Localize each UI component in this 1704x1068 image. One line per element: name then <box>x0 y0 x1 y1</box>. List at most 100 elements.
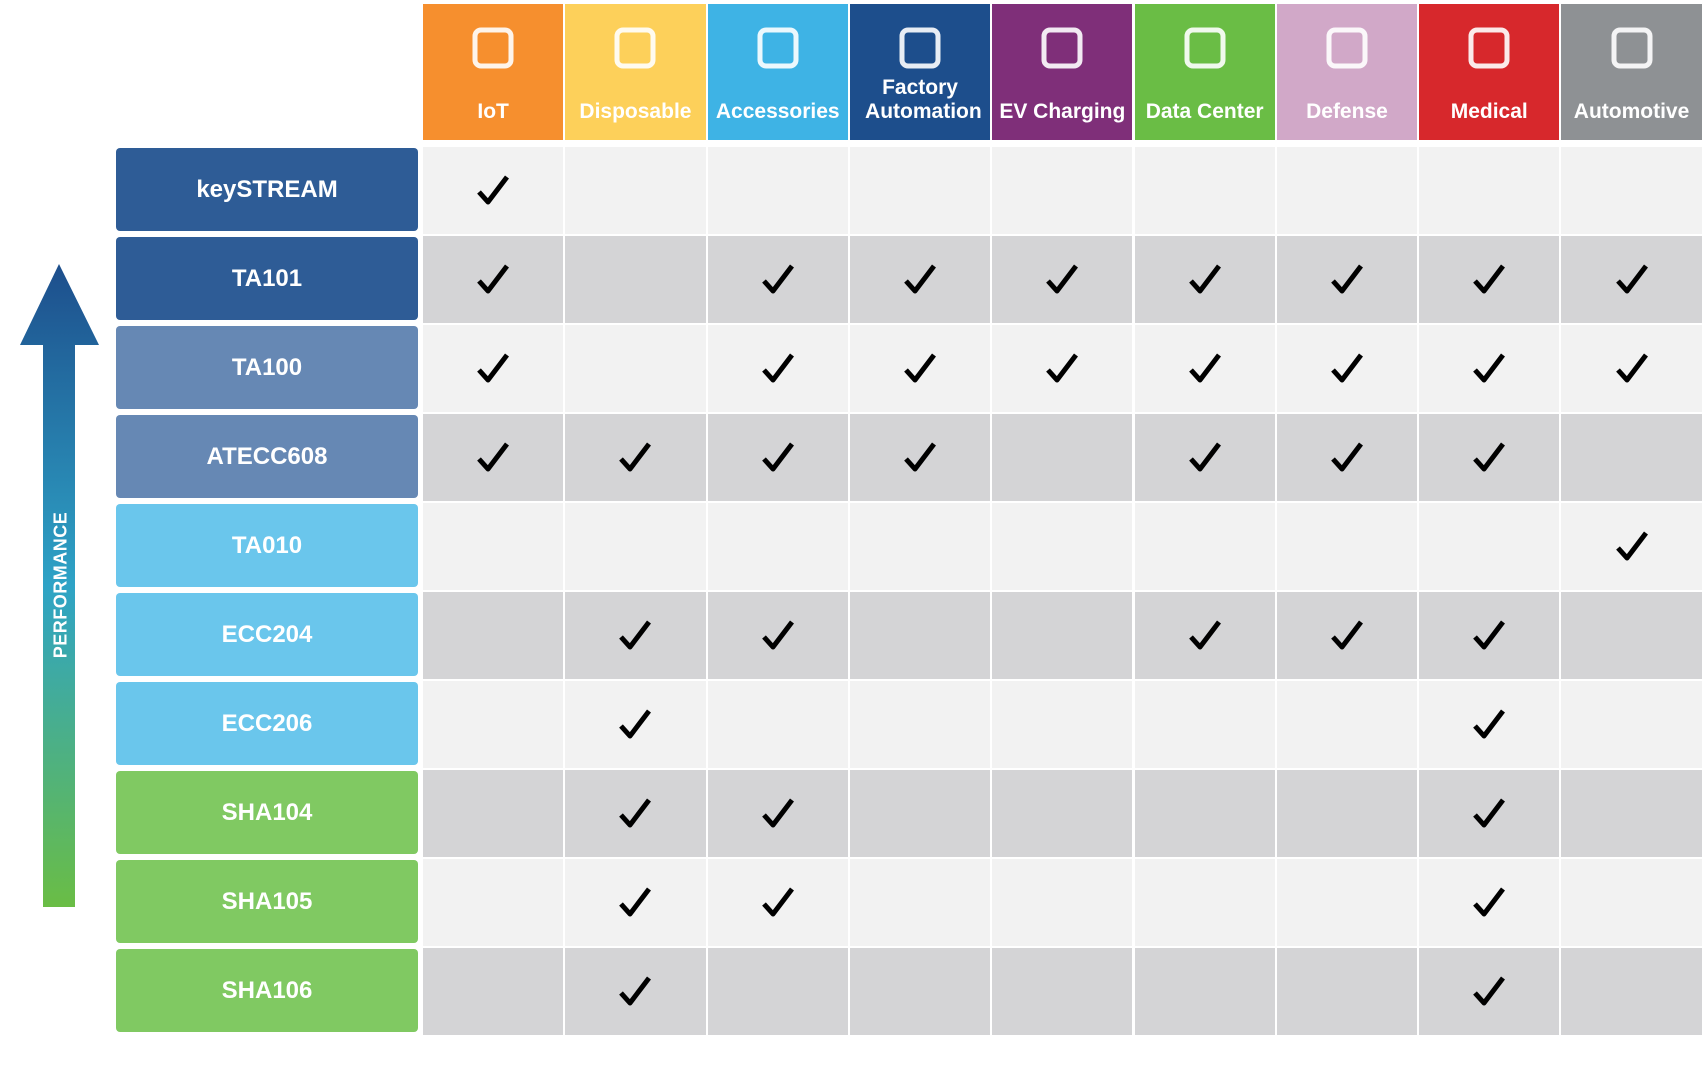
column-label: Defense <box>1306 100 1388 123</box>
column-label: Disposable <box>579 100 692 123</box>
matrix-cell <box>992 770 1133 857</box>
check-mark <box>1615 263 1648 293</box>
check-mark <box>619 797 652 827</box>
column-label: Data Center <box>1145 100 1264 123</box>
column-label: Automotive <box>1573 100 1690 123</box>
matrix-cell <box>707 770 848 857</box>
check-mark <box>1473 886 1506 916</box>
matrix-cell <box>849 770 991 857</box>
matrix-cell <box>565 147 706 234</box>
matrix-cell <box>992 414 1133 501</box>
column-label: Accessories <box>715 100 840 123</box>
matrix-cell <box>423 414 564 501</box>
check-mark <box>1473 352 1506 382</box>
check-mark <box>761 352 794 382</box>
matrix-cell <box>565 681 706 768</box>
matrix-cell <box>1561 147 1702 234</box>
matrix-cell <box>565 770 706 857</box>
check-mark <box>1473 708 1506 738</box>
check-mark <box>761 797 794 827</box>
check-mark <box>1188 263 1221 293</box>
check-mark <box>1331 263 1363 293</box>
matrix-cell <box>565 859 706 946</box>
matrix-cell <box>849 503 991 590</box>
check-mark <box>1331 619 1363 649</box>
matrix-cell <box>992 503 1133 590</box>
row-label: SHA106 <box>116 949 418 1032</box>
matrix-cell <box>1561 414 1702 501</box>
matrix-cell <box>1276 859 1418 946</box>
column-icon <box>1468 27 1510 69</box>
row-label: ECC204 <box>116 593 418 676</box>
matrix-cell <box>992 859 1133 946</box>
matrix-cell <box>565 592 706 679</box>
matrix-cell <box>1419 948 1560 1035</box>
matrix-cell <box>992 681 1133 768</box>
check-mark <box>1615 530 1648 560</box>
row-label: TA100 <box>116 326 418 409</box>
matrix-cell <box>1561 592 1702 679</box>
matrix-cell <box>992 325 1133 412</box>
check-mark <box>1331 352 1363 382</box>
matrix-cell <box>992 948 1133 1035</box>
check-mark <box>1188 441 1221 471</box>
column-header: Automotive <box>1561 4 1702 140</box>
matrix-cell <box>707 592 848 679</box>
row-label: keySTREAM <box>116 148 418 231</box>
matrix-cell <box>1419 859 1560 946</box>
matrix-cell <box>565 414 706 501</box>
matrix-cell <box>423 859 564 946</box>
column-header: Data Center <box>1134 4 1275 140</box>
matrix-cell <box>1276 236 1418 323</box>
matrix-cell <box>1419 592 1560 679</box>
matrix-cell <box>707 681 848 768</box>
check-mark <box>1473 619 1506 649</box>
matrix-cell <box>1276 681 1418 768</box>
matrix-cell <box>1419 414 1560 501</box>
column-label: Factory Automation <box>865 76 982 123</box>
matrix-cell <box>1134 503 1275 590</box>
matrix-cell <box>1561 236 1702 323</box>
matrix-cell <box>565 503 706 590</box>
check-mark <box>761 619 794 649</box>
check-mark <box>761 441 794 471</box>
column-label: IoT <box>477 100 509 123</box>
matrix-cell <box>992 147 1133 234</box>
matrix-cell <box>1419 770 1560 857</box>
matrix-cell <box>1134 147 1275 234</box>
matrix-cell <box>1419 325 1560 412</box>
matrix-cell <box>1134 414 1275 501</box>
matrix-cell <box>1134 770 1275 857</box>
matrix-cell <box>423 236 564 323</box>
matrix-cell <box>1419 681 1560 768</box>
column-header: Defense <box>1276 4 1418 140</box>
column-icon <box>1184 27 1226 69</box>
matrix-cell <box>849 147 991 234</box>
row-label: SHA105 <box>116 860 418 943</box>
check-mark <box>1331 441 1363 471</box>
check-mark <box>904 352 937 382</box>
column-icon <box>1326 27 1368 69</box>
matrix-cell <box>1561 325 1702 412</box>
row-label: ATECC608 <box>116 415 418 498</box>
check-mark <box>1473 797 1506 827</box>
matrix-cell <box>1276 325 1418 412</box>
matrix-cell <box>423 325 564 412</box>
matrix-cell <box>1276 592 1418 679</box>
check-mark <box>904 263 937 293</box>
matrix-cell <box>1134 325 1275 412</box>
matrix-cell <box>1561 948 1702 1035</box>
matrix-cell <box>849 948 991 1035</box>
row-label: ECC206 <box>116 682 418 765</box>
matrix-cell <box>1419 236 1560 323</box>
row-label: TA010 <box>116 504 418 587</box>
matrix-cell <box>1561 503 1702 590</box>
matrix-cell <box>423 592 564 679</box>
matrix-cell <box>707 236 848 323</box>
column-header: EV Charging <box>992 4 1133 140</box>
matrix-cell <box>1419 147 1560 234</box>
performance-arrow <box>20 264 99 907</box>
matrix-cell <box>423 948 564 1035</box>
matrix-cell <box>849 325 991 412</box>
